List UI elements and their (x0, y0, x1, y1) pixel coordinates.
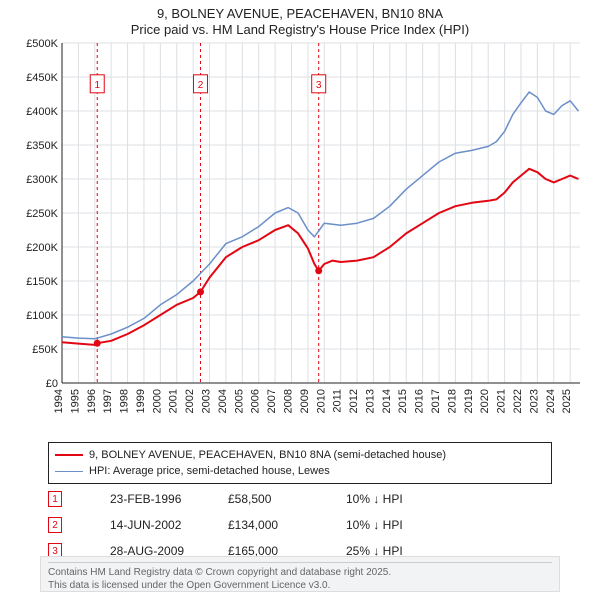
legend-swatch (55, 454, 83, 456)
x-tick-label: 2017 (430, 389, 442, 413)
legend-label: 9, BOLNEY AVENUE, PEACEHAVEN, BN10 8NA (… (89, 449, 446, 461)
x-tick-label: 2018 (446, 389, 458, 413)
x-tick-label: 2011 (332, 389, 344, 413)
x-tick-label: 2003 (201, 389, 213, 413)
x-tick-label: 1998 (119, 389, 131, 413)
line-chart: £0 £50K £100K £150K £200K £250K £300K £350K £400… (0, 39, 600, 439)
x-tick-label: 1994 (53, 389, 65, 413)
sales-table: 1 23-FEB-1996 £58,500 10% ↓ HPI 2 14-JUN-2002… (48, 486, 552, 564)
sale-price: £58,500 (228, 492, 338, 506)
x-tick-label: 2008 (282, 389, 294, 413)
x-tick-label: 2009 (299, 389, 311, 413)
y-tick-label: £200K (26, 242, 58, 254)
x-tick-label: 2020 (479, 388, 491, 412)
x-tick-label: 1997 (102, 389, 114, 413)
y-tick-label: £500K (26, 39, 58, 50)
y-tick-label: £300K (26, 174, 58, 186)
x-tick-label: 2019 (463, 389, 475, 413)
x-tick-label: 2023 (528, 389, 540, 413)
chart-title: 9, BOLNEY AVENUE, PEACEHAVEN, BN10 8NA P… (0, 0, 600, 39)
x-tick-label: 2004 (217, 389, 229, 413)
x-tick-label: 2006 (250, 389, 262, 413)
sale-price: £134,000 (228, 518, 338, 532)
x-tick-label: 2024 (545, 389, 557, 413)
y-tick-label: £0 (46, 378, 58, 390)
x-tick-label: 2013 (364, 389, 376, 413)
sale-marker-num: 1 (94, 79, 100, 90)
y-tick-label: £350K (26, 140, 58, 152)
sale-diff: 10% ↓ HPI (346, 492, 476, 506)
x-tick-label: 2015 (397, 389, 409, 413)
x-tick-label: 2021 (496, 389, 508, 413)
x-tick-label: 2001 (168, 389, 180, 413)
sale-point (197, 288, 204, 295)
y-tick-label: £400K (26, 106, 58, 118)
x-tick-label: 2002 (184, 389, 196, 413)
x-tick-label: 2016 (414, 389, 426, 413)
legend: 9, BOLNEY AVENUE, PEACEHAVEN, BN10 8NA (… (48, 442, 552, 484)
footer-line2: This data is licensed under the Open Gov… (48, 579, 552, 592)
legend-item: 9, BOLNEY AVENUE, PEACEHAVEN, BN10 8NA (… (55, 447, 545, 463)
x-tick-label: 1996 (86, 389, 98, 413)
sale-point (315, 267, 322, 274)
legend-item: HPI: Average price, semi-detached house,… (55, 463, 545, 479)
x-tick-label: 2014 (381, 389, 393, 413)
y-tick-label: £50K (32, 344, 58, 356)
series-line (62, 168, 578, 344)
x-tick-label: 1999 (135, 389, 147, 413)
sale-point (94, 339, 101, 346)
x-tick-label: 2022 (512, 389, 524, 413)
footer-attribution: Contains HM Land Registry data © Crown c… (48, 562, 552, 592)
legend-label: HPI: Average price, semi-detached house,… (89, 465, 330, 477)
legend-swatch (55, 471, 83, 472)
sale-date: 14-JUN-2002 (70, 518, 220, 532)
title-line1: 9, BOLNEY AVENUE, PEACEHAVEN, BN10 8NA (0, 6, 600, 22)
footer-line1: Contains HM Land Registry data © Crown c… (48, 566, 552, 579)
y-tick-label: £450K (26, 72, 58, 84)
x-tick-label: 2025 (561, 389, 573, 413)
sale-row-marker: 1 (48, 491, 62, 507)
sale-row-marker: 2 (48, 517, 62, 533)
x-tick-label: 1995 (69, 389, 81, 413)
x-tick-label: 2005 (233, 389, 245, 413)
series-line (62, 92, 578, 339)
x-tick-label: 2000 (151, 389, 163, 413)
x-tick-label: 2007 (266, 389, 278, 413)
y-tick-label: £100K (26, 310, 58, 322)
sale-diff: 10% ↓ HPI (346, 518, 476, 532)
sale-date: 23-FEB-1996 (70, 492, 220, 506)
title-line2: Price paid vs. HM Land Registry's House … (0, 22, 600, 38)
y-tick-label: £250K (26, 208, 58, 220)
sales-row: 1 23-FEB-1996 £58,500 10% ↓ HPI (48, 486, 552, 512)
chart-container: { "title": { "line1": "9, BOLNEY AVENUE,… (0, 0, 600, 590)
x-tick-label: 2010 (315, 389, 327, 413)
sale-marker-num: 3 (316, 79, 322, 90)
y-tick-label: £150K (26, 276, 58, 288)
sales-row: 2 14-JUN-2002 £134,000 10% ↓ HPI (48, 512, 552, 538)
sale-marker-num: 2 (198, 79, 204, 90)
x-tick-label: 2012 (348, 389, 360, 413)
